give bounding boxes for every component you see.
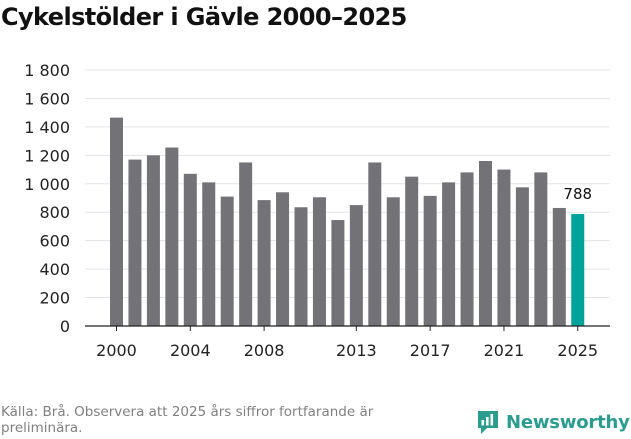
- x-tick-label: 2000: [96, 341, 137, 360]
- bar-2008: [257, 200, 271, 326]
- bar-2019: [460, 172, 474, 326]
- y-tick-label: 800: [39, 203, 70, 222]
- x-tick-label: 2004: [170, 341, 211, 360]
- bar-2020: [479, 161, 492, 326]
- bar-2007: [239, 162, 253, 326]
- y-tick-label: 1 400: [24, 118, 70, 137]
- bar-2018: [442, 182, 456, 326]
- y-tick-label: 0: [60, 317, 70, 336]
- source-note: Källa: Brå. Observera att 2025 års siffr…: [1, 404, 374, 436]
- y-tick-label: 200: [39, 289, 70, 308]
- bar-2025: [571, 213, 585, 326]
- bar-2022: [515, 187, 529, 326]
- bar-2014: [368, 162, 382, 326]
- x-tick-label: 2025: [557, 341, 598, 360]
- newsworthy-logo-icon: [478, 411, 498, 434]
- brand-name: Newsworthy: [506, 411, 630, 433]
- bar-2016: [405, 176, 419, 326]
- chart-title: Cykelstölder i Gävle 2000–2025: [1, 3, 407, 31]
- y-tick-label: 1 000: [24, 175, 70, 194]
- y-tick-label: 1 600: [24, 89, 70, 108]
- bar-2021: [497, 169, 511, 326]
- x-tick-label: 2021: [484, 341, 525, 360]
- bar-2013: [349, 205, 363, 326]
- bar-2010: [294, 207, 308, 326]
- x-tick-label: 2013: [336, 341, 377, 360]
- y-tick-label: 1 800: [24, 61, 70, 80]
- bar-2001: [128, 159, 142, 326]
- brand-logo[interactable]: Newsworthy: [476, 408, 630, 436]
- bar-2003: [165, 147, 179, 326]
- bar-2017: [423, 195, 437, 326]
- bar-2009: [276, 192, 290, 326]
- bar-2012: [331, 220, 345, 326]
- bar-2023: [534, 172, 548, 326]
- data-label-2025: 788: [563, 185, 592, 203]
- y-tick-label: 1 200: [24, 146, 70, 165]
- bar-2006: [220, 196, 234, 326]
- bar-2002: [146, 155, 160, 326]
- bar-2004: [183, 173, 197, 326]
- bar-2024: [552, 207, 566, 326]
- bar-2011: [312, 197, 326, 326]
- bar-2005: [202, 182, 216, 326]
- y-tick-label: 600: [39, 232, 70, 251]
- bar-2015: [386, 197, 400, 326]
- bar-chart: 0 200 400 600 800 1 000 1 200 1 400 1 600 1 800 20…: [24, 61, 610, 360]
- y-tick-label: 400: [39, 260, 70, 279]
- x-tick-label: 2008: [244, 341, 285, 360]
- bar-2000: [110, 117, 123, 327]
- x-tick-label: 2017: [410, 341, 451, 360]
